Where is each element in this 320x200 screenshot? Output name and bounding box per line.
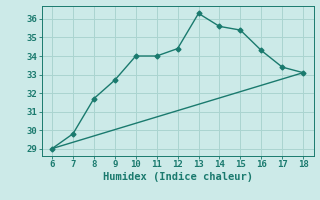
X-axis label: Humidex (Indice chaleur): Humidex (Indice chaleur) xyxy=(103,172,252,182)
